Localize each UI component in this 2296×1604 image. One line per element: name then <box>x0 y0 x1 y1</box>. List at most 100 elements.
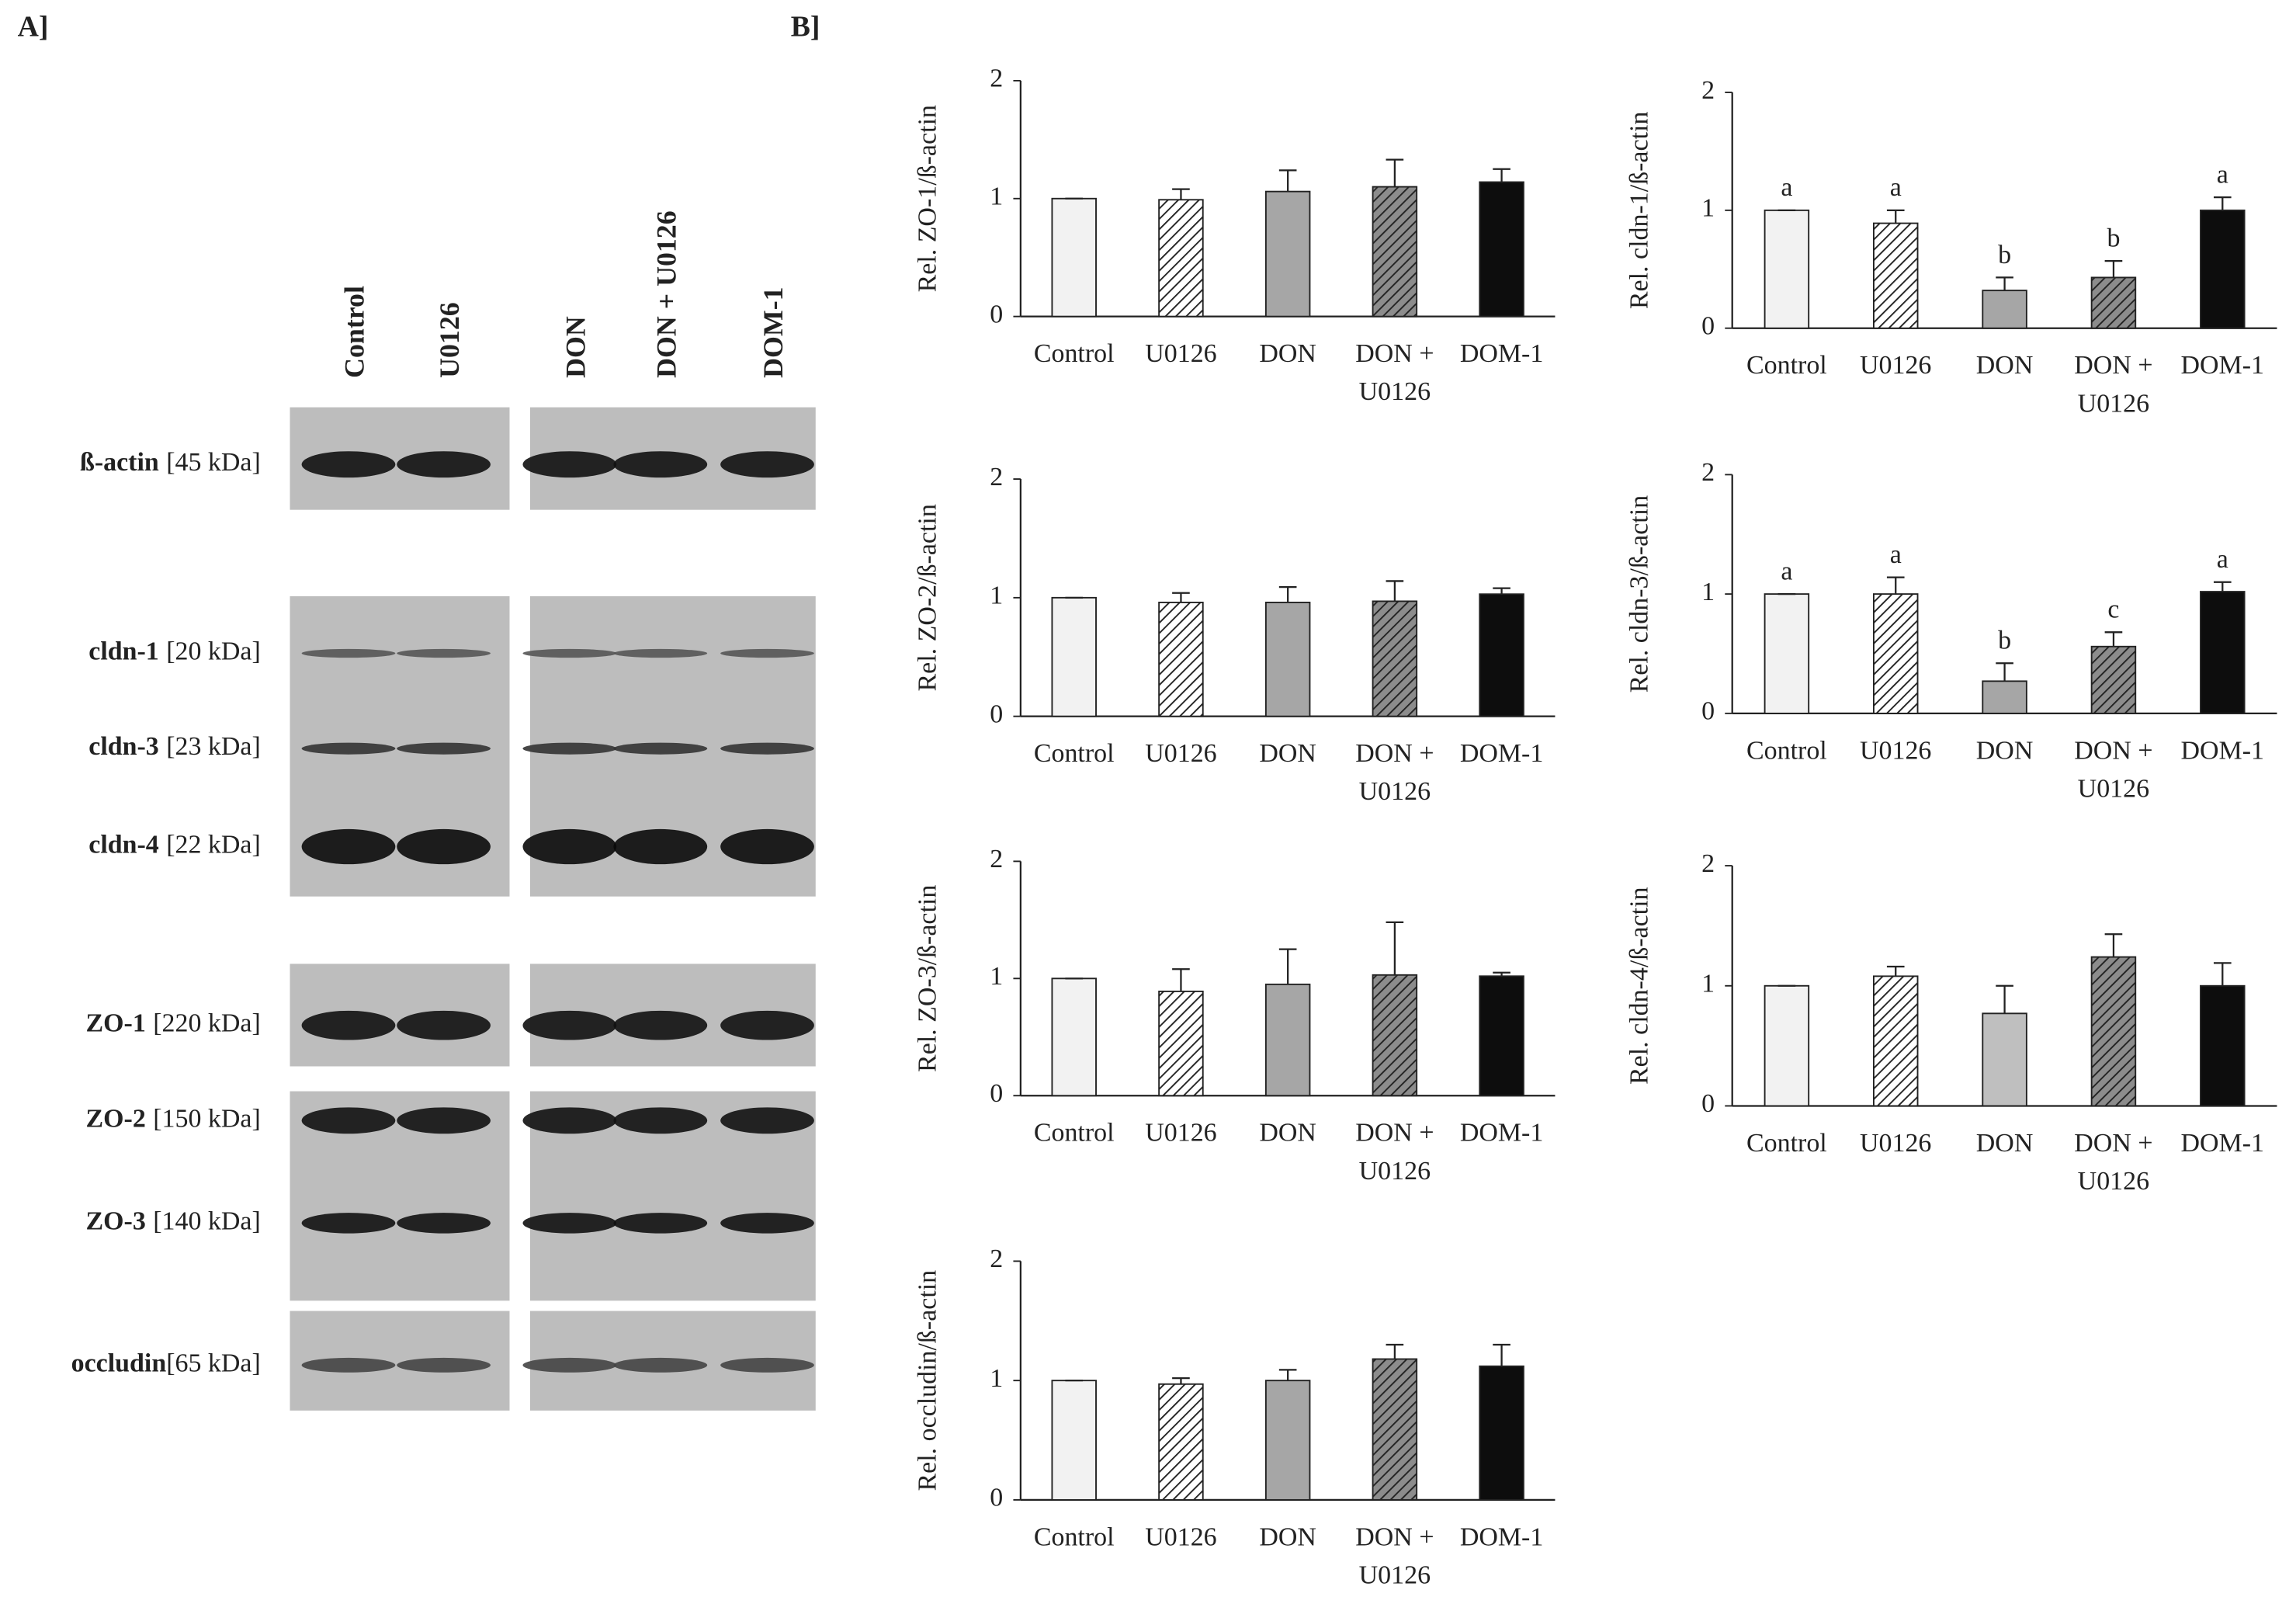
blot-backgrounds <box>290 407 816 1411</box>
x-tick-label-box: Control <box>1034 1522 1115 1551</box>
y-tick-label: 1 <box>1701 194 1715 223</box>
x-tick-label: U0126 <box>1145 1522 1217 1551</box>
band <box>397 451 491 478</box>
y-tick-label: 0 <box>990 1484 1003 1512</box>
bar <box>1872 975 1919 1107</box>
band <box>397 648 491 658</box>
x-tick-label-box: DON + U0126 <box>1355 1118 1434 1186</box>
bar <box>1872 222 1919 329</box>
x-tick-label: U0126 <box>1145 338 1217 368</box>
blot-label: ZO-3 [140 kDa] <box>86 1206 261 1235</box>
bar <box>2200 984 2246 1107</box>
y-tick-label: 2 <box>990 1245 1003 1273</box>
x-tick-label-box: DON + U0126 <box>2074 735 2152 803</box>
y-tick-label: 1 <box>990 182 1003 211</box>
bar <box>1872 593 1919 714</box>
blot-label: ZO-2 [150 kDa] <box>86 1104 261 1133</box>
y-tick-label: 1 <box>990 582 1003 610</box>
y-tick-label: 2 <box>1701 76 1715 105</box>
band <box>720 742 814 755</box>
band <box>720 828 814 865</box>
band <box>301 1107 396 1134</box>
bar <box>1372 186 1418 318</box>
band <box>397 1357 491 1373</box>
band <box>720 451 814 478</box>
y-axis-label: Rel. cldn-4/ß-actin <box>1625 887 1654 1085</box>
significance-letter: a <box>1781 557 1792 586</box>
significance-letter: b <box>2107 224 2120 253</box>
band <box>720 1357 814 1373</box>
bar <box>1764 984 1810 1107</box>
lane-label: Control <box>339 286 370 378</box>
x-tick-label: Control <box>1033 338 1115 368</box>
significance-letter: b <box>1998 627 2011 655</box>
y-tick-label: 0 <box>990 700 1003 728</box>
y-tick-label: 2 <box>1701 458 1715 487</box>
x-tick-label: Control <box>1746 1127 1827 1158</box>
x-tick-label: DON <box>1975 1127 2034 1158</box>
x-tick-label-box: DOM-1 <box>2180 735 2264 765</box>
x-tick-label: U0126 <box>1859 350 1932 380</box>
x-tick-label: DON <box>1259 1117 1316 1147</box>
band <box>522 648 617 658</box>
y-tick-label: 1 <box>990 1364 1003 1393</box>
protein-size: [20 kDa] <box>166 637 261 665</box>
bar <box>1372 1358 1418 1501</box>
x-tick-label-box: Control <box>1746 1127 1827 1158</box>
x-tick-label: Control <box>1033 1117 1115 1147</box>
band <box>613 828 708 865</box>
lane-label: DON <box>560 316 591 378</box>
band <box>301 1213 396 1234</box>
band <box>613 1357 708 1373</box>
band <box>397 828 491 865</box>
x-tick-label-box: DOM-1 <box>1460 738 1544 768</box>
band <box>301 742 396 755</box>
y-axis-label: Rel. cldn-3/ß-actin <box>1625 495 1654 693</box>
blot-label: cldn-4 [22 kDa] <box>88 830 261 859</box>
protein-name: ZO-1 <box>86 1009 146 1037</box>
blot-label: ß-actin [45 kDa] <box>80 448 261 477</box>
protein-size: [45 kDa] <box>166 448 261 477</box>
band <box>613 1213 708 1234</box>
x-tick-label-box: DOM-1 <box>1460 339 1544 368</box>
significance-letter: a <box>1890 173 1902 202</box>
bar <box>1479 975 1524 1097</box>
band <box>397 1010 491 1040</box>
bar <box>1158 199 1204 318</box>
y-tick-label: 0 <box>1701 312 1715 341</box>
bar <box>1051 1380 1097 1501</box>
significance-letter: b <box>1998 241 2011 269</box>
band <box>613 648 708 658</box>
x-tick-label-box: DON <box>1976 735 2034 765</box>
x-tick-label: DON <box>1259 1522 1316 1551</box>
x-tick-label-box: DON + U0126 <box>1355 1522 1434 1589</box>
bar <box>1982 680 2027 714</box>
protein-name: cldn-3 <box>88 732 159 761</box>
bar <box>1158 602 1204 717</box>
x-tick-label-box: Control <box>1033 1117 1115 1147</box>
x-tick-label-box: DON <box>1975 1127 2034 1158</box>
protein-size: [23 kDa] <box>166 732 261 761</box>
y-tick-label: 2 <box>990 463 1003 491</box>
band <box>301 648 396 658</box>
x-tick-label: U0126 <box>1859 735 1932 765</box>
protein-size: [140 kDa] <box>153 1206 261 1235</box>
band <box>522 1107 617 1134</box>
x-tick-label-box: DON + U0126 <box>1355 738 1434 806</box>
band <box>522 1213 617 1234</box>
y-axis-label: Rel. ZO-1/ß-actin <box>914 105 942 292</box>
y-tick-label: 0 <box>990 300 1003 328</box>
x-tick-label-box: DON <box>1259 1117 1316 1147</box>
lane-label: DOM-1 <box>758 286 789 377</box>
x-tick-label-box: Control <box>1033 338 1115 368</box>
band <box>397 1213 491 1234</box>
band <box>301 1357 396 1373</box>
band <box>613 1107 708 1134</box>
significance-letter: a <box>2217 545 2228 574</box>
protein-name: cldn-4 <box>88 830 159 859</box>
x-tick-label: DON + U0126 <box>1355 738 1434 806</box>
blot-label: cldn-3 [23 kDa] <box>88 732 261 761</box>
protein-size: [220 kDa] <box>153 1009 261 1037</box>
lane-label: DON + U0126 <box>650 210 682 377</box>
